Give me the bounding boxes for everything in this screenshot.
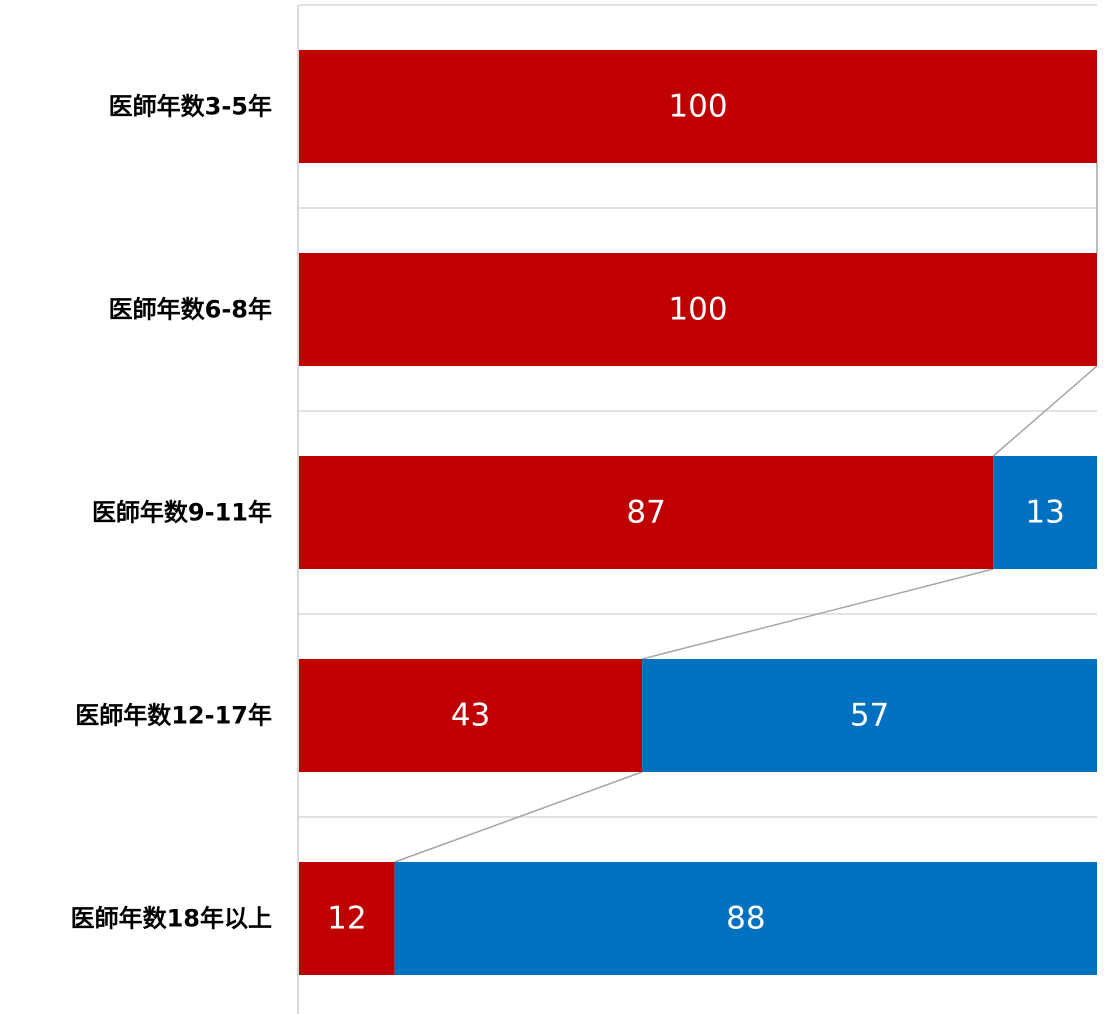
bar-segment bbox=[299, 456, 994, 569]
series-line bbox=[394, 771, 643, 863]
data-label: 57 bbox=[850, 698, 889, 734]
data-label: 100 bbox=[668, 292, 727, 328]
series-lines bbox=[394, 163, 1098, 863]
category-label: 医師年数12-17年 bbox=[75, 702, 272, 730]
value-labels: 100 100 87 13 43 57 12 88 bbox=[327, 89, 1065, 937]
bar-segment bbox=[299, 50, 1097, 163]
bars bbox=[299, 50, 1097, 975]
category-label: 医師年数6-8年 bbox=[109, 296, 272, 324]
category-labels: 医師年数3-5年医師年数6-8年医師年数9-11年医師年数12-17年医師年数1… bbox=[71, 93, 272, 933]
category-label: 医師年数3-5年 bbox=[109, 93, 272, 121]
bar-segment bbox=[299, 862, 395, 975]
category-label: 医師年数9-11年 bbox=[92, 499, 272, 527]
data-label: 43 bbox=[451, 698, 490, 734]
gridlines bbox=[299, 4, 1097, 818]
data-label: 12 bbox=[327, 901, 366, 937]
data-label: 13 bbox=[1025, 495, 1064, 531]
data-label: 87 bbox=[626, 495, 665, 531]
bar-segment bbox=[394, 862, 1097, 975]
bar-segment bbox=[642, 659, 1097, 772]
bar-segment bbox=[299, 253, 1097, 366]
data-label: 100 bbox=[668, 89, 727, 125]
bar-segment bbox=[993, 456, 1097, 569]
series-line bbox=[641, 568, 994, 660]
series-line bbox=[992, 365, 1098, 457]
bar-segment bbox=[299, 659, 643, 772]
data-label: 88 bbox=[726, 901, 765, 937]
category-label: 医師年数18年以上 bbox=[71, 905, 272, 933]
